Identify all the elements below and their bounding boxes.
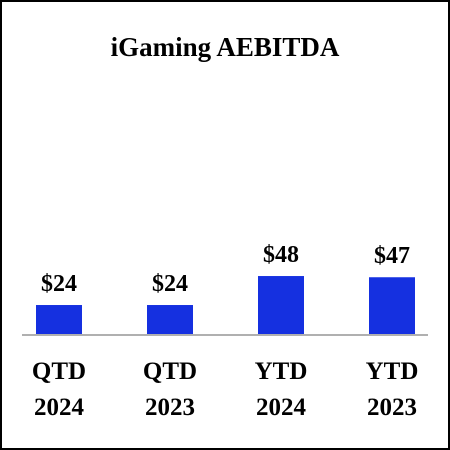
bar xyxy=(369,277,415,334)
x-tick-label: QTD xyxy=(143,358,197,385)
data-label: $24 xyxy=(152,271,188,297)
x-tick-label: 2024 xyxy=(34,394,85,421)
chart-title: iGaming AEBITDA xyxy=(110,32,340,62)
bar xyxy=(36,305,82,334)
x-tick-label: 2023 xyxy=(367,394,417,421)
x-tick-label: YTD xyxy=(366,358,419,385)
x-tick-label: QTD xyxy=(32,358,86,385)
data-label: $24 xyxy=(41,271,77,297)
data-label: $48 xyxy=(263,242,299,268)
x-tick-label: YTD xyxy=(255,358,308,385)
bar xyxy=(147,305,193,334)
bar xyxy=(258,276,304,334)
data-label: $47 xyxy=(374,243,410,269)
x-tick-label: 2023 xyxy=(145,394,195,421)
x-tick-label: 2024 xyxy=(256,394,307,421)
